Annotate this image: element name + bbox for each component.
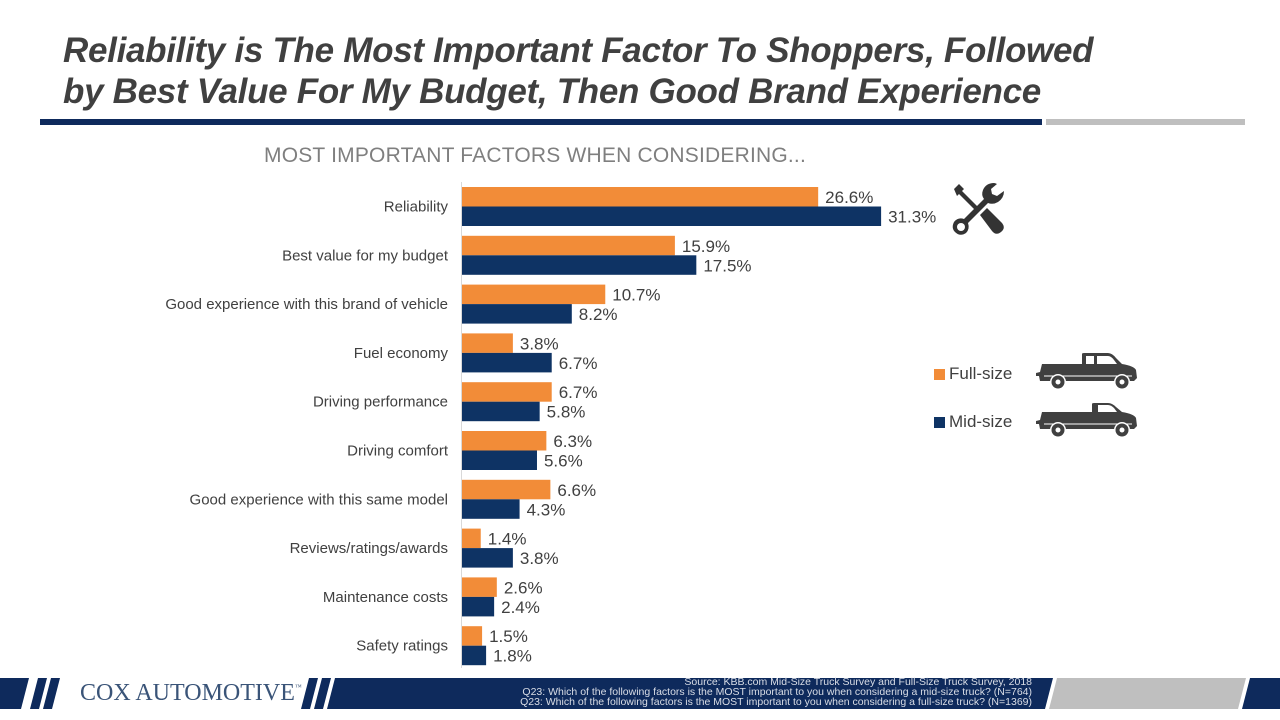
category-label: Maintenance costs: [323, 589, 448, 606]
value-label-full-size: 15.9%: [682, 237, 730, 256]
legend-item-full-size: Full-size: [934, 364, 1012, 384]
cox-automotive-logo: COX AUTOMOTIVE™: [80, 680, 302, 707]
value-labels: 26.6%31.3%15.9%17.5%10.7%8.2%3.8%6.7%6.7…: [488, 188, 937, 666]
legend-swatch-full-size: [934, 368, 945, 380]
bar-mid-size: [462, 206, 882, 226]
bar-mid-size: [462, 548, 513, 568]
value-label-full-size: 6.3%: [553, 432, 592, 451]
bar-mid-size: [462, 255, 697, 275]
slide-title-line-2: by Best Value For My Budget, Then Good B…: [63, 72, 1041, 111]
bar-mid-size: [462, 596, 495, 617]
bar-full-size: [462, 431, 547, 451]
footer-stripe: [43, 678, 60, 709]
bars-group: [462, 187, 882, 666]
value-label-mid-size: 5.6%: [544, 452, 583, 471]
value-label-mid-size: 6.7%: [559, 354, 598, 373]
category-label: Good experience with this same model: [190, 491, 448, 508]
value-label-full-size: 3.8%: [520, 334, 559, 353]
bar-full-size: [462, 333, 513, 353]
value-label-mid-size: 31.3%: [888, 208, 936, 227]
legend-label-full-size: Full-size: [949, 364, 1013, 383]
category-label: Reviews/ratings/awards: [290, 540, 448, 557]
value-label-full-size: 6.7%: [559, 383, 598, 402]
slide-title: Reliability is The Most Important Factor…: [63, 30, 1243, 112]
question-full-size: Q23: Which of the following factors is t…: [520, 696, 1032, 708]
category-label: Best value for my budget: [282, 247, 449, 264]
footer-right-block: [1242, 678, 1280, 709]
legend-swatch-mid-size: [934, 416, 945, 428]
category-label: Fuel economy: [354, 345, 449, 362]
value-label-mid-size: 2.4%: [501, 598, 540, 617]
value-label-mid-size: 4.3%: [527, 500, 566, 519]
value-label-mid-size: 5.8%: [547, 403, 586, 422]
wrench-screwdriver-icon: [952, 183, 1004, 235]
category-label: Driving comfort: [347, 443, 449, 460]
category-label: Good experience with this brand of vehic…: [165, 296, 448, 313]
footer-gray-block: [1049, 678, 1246, 709]
bar-mid-size: [462, 352, 552, 373]
value-label-mid-size: 17.5%: [703, 256, 751, 275]
legend-label-mid-size: Mid-size: [949, 412, 1013, 431]
question-mid-size: Q23: Which of the following factors is t…: [522, 686, 1032, 698]
bar-full-size: [462, 528, 481, 549]
source-line: Source: KBB.com Mid-Size Truck Survey an…: [684, 676, 1032, 688]
category-label: Safety ratings: [356, 638, 448, 655]
chart-title: MOST IMPORTANT FACTORS WHEN CONSIDERING.…: [264, 144, 807, 167]
footer-stripe: [30, 678, 47, 709]
logo-text: COX AUTOMOTIVE: [80, 680, 295, 706]
bar-full-size: [462, 479, 551, 500]
bar-mid-size: [462, 304, 572, 324]
bar-mid-size: [462, 645, 487, 666]
logo-trademark: ™: [294, 683, 302, 691]
bar-full-size: [462, 626, 483, 646]
bar-full-size: [462, 284, 606, 305]
source-note: Source: KBB.com Mid-Size Truck Survey an…: [520, 676, 1032, 708]
bar-mid-size: [462, 499, 520, 519]
bar-full-size: [462, 382, 552, 402]
legend-item-mid-size: Mid-size: [934, 412, 1012, 432]
footer-stripe: [301, 678, 318, 709]
category-label: Driving performance: [313, 394, 448, 411]
value-label-mid-size: 8.2%: [579, 305, 618, 324]
footer-left-block: [0, 678, 29, 709]
bar-mid-size: [462, 450, 537, 470]
value-label-mid-size: 3.8%: [520, 549, 559, 568]
bar-full-size: [462, 235, 675, 256]
value-label-full-size: 1.4%: [488, 530, 527, 549]
value-label-full-size: 2.6%: [504, 578, 543, 597]
bar-full-size: [462, 577, 497, 597]
footer-main-block: [327, 678, 1053, 709]
value-label-full-size: 10.7%: [612, 286, 660, 305]
value-label-full-size: 1.5%: [489, 627, 528, 646]
value-label-mid-size: 1.8%: [493, 647, 532, 666]
category-label: Reliability: [384, 199, 449, 216]
footer-stripe: [314, 678, 331, 709]
full-size-truck-icon: [1036, 353, 1137, 390]
slide-title-line-1: Reliability is The Most Important Factor…: [63, 31, 1094, 70]
bar-mid-size: [462, 401, 540, 422]
bar-full-size: [462, 187, 819, 207]
mid-size-truck-icon: [1036, 403, 1137, 438]
value-label-full-size: 26.6%: [825, 188, 873, 207]
value-label-full-size: 6.6%: [557, 481, 596, 500]
category-labels: Reliability Best value for my budget Good …: [165, 199, 448, 655]
title-divider-navy: [40, 119, 1042, 125]
title-divider-gray: [1046, 119, 1245, 125]
